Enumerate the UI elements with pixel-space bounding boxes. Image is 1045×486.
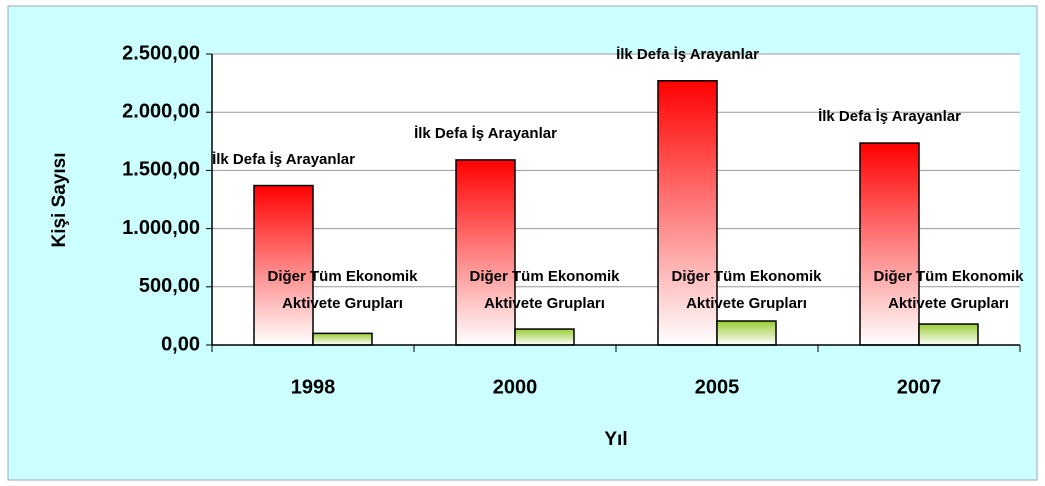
bar bbox=[859, 142, 920, 346]
y-axis-title: Kişi Sayısı bbox=[49, 152, 70, 247]
bar bbox=[455, 159, 516, 346]
bar bbox=[716, 320, 777, 346]
x-tick-label: 2005 bbox=[695, 376, 740, 398]
y-tick-label: 1.500,00 bbox=[122, 159, 200, 181]
x-tick-label: 2007 bbox=[897, 376, 942, 398]
x-axis-title: Yıl bbox=[604, 429, 627, 450]
bar bbox=[312, 332, 373, 346]
y-tick-label: 0,00 bbox=[161, 333, 200, 355]
y-tick-label: 2.500,00 bbox=[122, 42, 200, 64]
x-tick-label: 1998 bbox=[291, 376, 336, 398]
y-tick-label: 1.000,00 bbox=[122, 217, 200, 239]
data-label: Diğer Tüm Ekonomik Aktivete Grupları bbox=[469, 268, 620, 312]
data-label: İlk Defa İş Arayanlar bbox=[414, 124, 557, 142]
x-tick-label: 2000 bbox=[493, 376, 538, 398]
bar bbox=[514, 328, 575, 346]
data-label: İlk Defa İş Arayanlar bbox=[818, 108, 961, 126]
data-label: Diğer Tüm Ekonomik Aktivete Grupları bbox=[873, 268, 1024, 312]
data-label: İlk Defa İş Arayanlar bbox=[616, 45, 759, 63]
data-label: Diğer Tüm Ekonomik Aktivete Grupları bbox=[671, 268, 822, 312]
y-tick-label: 500,00 bbox=[139, 275, 200, 297]
y-tick-label: 2.000,00 bbox=[122, 100, 200, 122]
data-label: Diğer Tüm Ekonomik Aktivete Grupları bbox=[267, 268, 418, 312]
data-label: İlk Defa İş Arayanlar bbox=[212, 150, 355, 168]
bar bbox=[918, 323, 979, 346]
